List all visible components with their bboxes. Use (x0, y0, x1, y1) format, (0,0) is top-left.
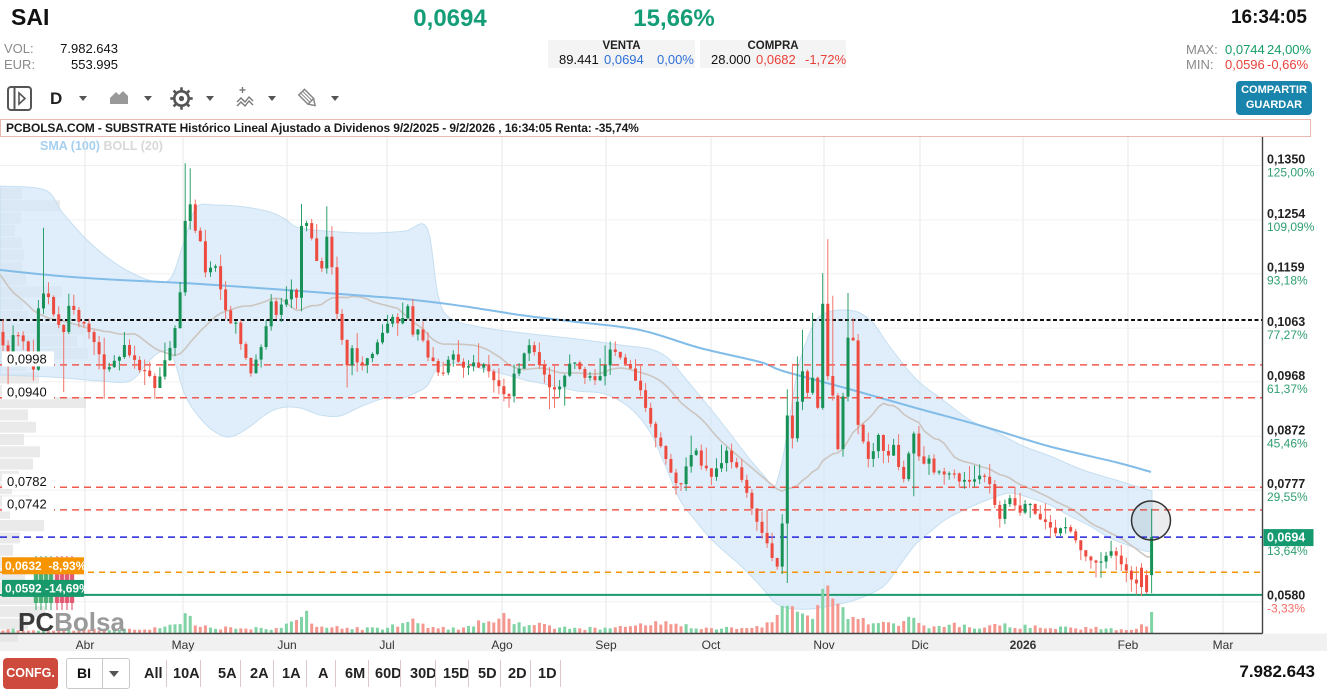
svg-text:0,1063: 0,1063 (1267, 315, 1305, 329)
svg-text:Oct: Oct (702, 638, 721, 652)
svg-text:0,0998: 0,0998 (7, 351, 47, 366)
svg-text:0,0940: 0,0940 (7, 384, 47, 399)
svg-text:Abr: Abr (76, 638, 95, 652)
svg-text:0,0872: 0,0872 (1267, 423, 1305, 437)
svg-text:29,55%: 29,55% (1267, 490, 1308, 504)
svg-text:Dic: Dic (911, 638, 928, 652)
svg-text:PCBolsa: PCBolsa (18, 607, 125, 637)
svg-text:0,0694: 0,0694 (1267, 531, 1305, 545)
svg-text:0,0580: 0,0580 (1267, 589, 1305, 603)
svg-text:Jun: Jun (277, 638, 296, 652)
svg-text:Mar: Mar (1213, 638, 1234, 652)
svg-text:Ago: Ago (491, 638, 513, 652)
svg-text:0,1350: 0,1350 (1267, 153, 1305, 167)
svg-text:2026: 2026 (1010, 638, 1037, 652)
svg-text:D: D (50, 89, 62, 108)
svg-text:0,0782: 0,0782 (7, 474, 47, 489)
svg-text:0,0742: 0,0742 (7, 496, 47, 511)
svg-text:0,1254: 0,1254 (1267, 207, 1305, 221)
svg-text:125,00%: 125,00% (1267, 166, 1315, 180)
svg-text:61,37%: 61,37% (1267, 382, 1308, 396)
svg-text:Sep: Sep (595, 638, 617, 652)
svg-text:0,0592 -14,69%: 0,0592 -14,69% (5, 581, 90, 595)
svg-text:0,1159: 0,1159 (1267, 261, 1305, 275)
svg-text:13,64%: 13,64% (1267, 544, 1308, 558)
svg-text:-3,33%: -3,33% (1267, 602, 1305, 616)
svg-text:0,0777: 0,0777 (1267, 477, 1305, 491)
svg-text:93,18%: 93,18% (1267, 274, 1308, 288)
svg-text:77,27%: 77,27% (1267, 328, 1308, 342)
svg-text:Jul: Jul (379, 638, 394, 652)
svg-text:Feb: Feb (1118, 638, 1139, 652)
svg-text:109,09%: 109,09% (1267, 220, 1315, 234)
svg-text:May: May (172, 638, 195, 652)
svg-text:0,0968: 0,0968 (1267, 369, 1305, 383)
svg-text:0,0632 -8,93%: 0,0632 -8,93% (5, 559, 87, 573)
svg-text:45,46%: 45,46% (1267, 436, 1308, 450)
svg-text:Nov: Nov (813, 638, 834, 652)
